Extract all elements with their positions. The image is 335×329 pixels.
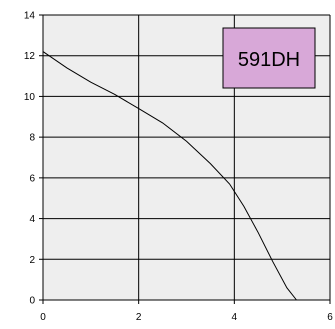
series-line [42, 51, 297, 301]
y-tick-label: 0 [29, 296, 35, 307]
tick-labels: 0 2 4 6 8 10 12 14 0 2 4 6 [24, 11, 333, 324]
axes [39, 14, 331, 304]
y-tick-label: 10 [24, 92, 36, 103]
y-tick-label: 6 [29, 173, 35, 184]
model-label-box: 591DH [222, 27, 316, 89]
x-tick-label: 6 [327, 312, 333, 323]
y-tick-label: 2 [29, 255, 35, 266]
y-tick-label: 14 [24, 11, 36, 22]
y-tick-label: 8 [29, 133, 35, 144]
model-label: 591DH [238, 49, 300, 71]
x-tick-label: 0 [40, 312, 46, 323]
x-tick-label: 4 [232, 312, 238, 323]
y-tick-label: 12 [24, 51, 36, 62]
y-tick-label: 4 [29, 214, 35, 225]
x-tick-label: 2 [136, 312, 142, 323]
